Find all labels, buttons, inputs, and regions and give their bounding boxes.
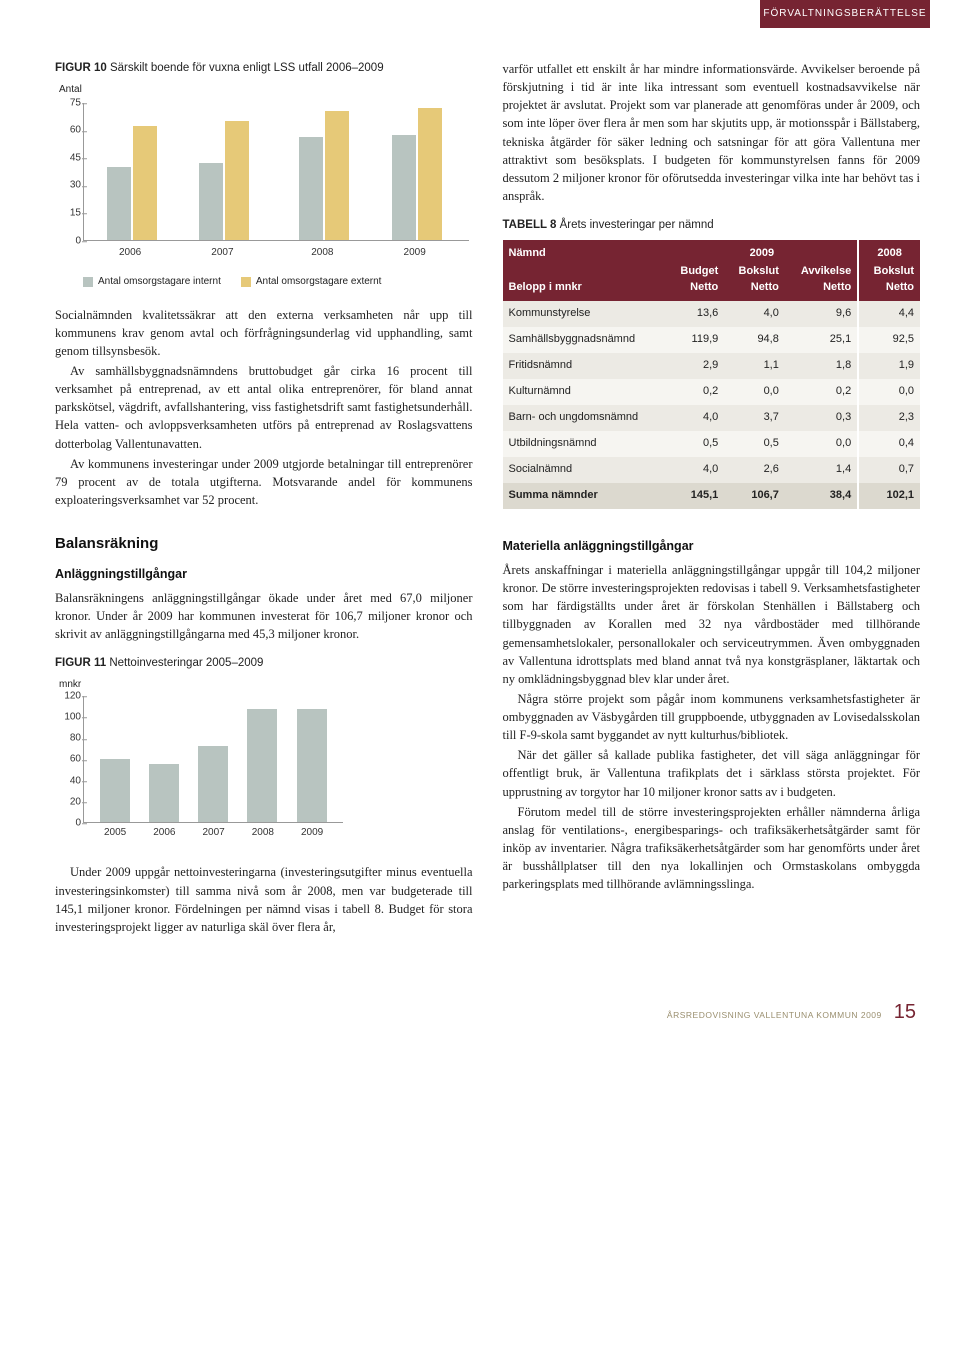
- body-paragraph: Av samhällsbyggnadsnämndens bruttobudget…: [55, 362, 473, 453]
- sub-heading: Materiella anläggningstillgångar: [503, 537, 921, 555]
- table-header: AvvikelseNetto: [785, 264, 858, 302]
- table-header: 2009: [667, 240, 859, 264]
- body-paragraph: När det gäller så kallade publika fastig…: [503, 746, 921, 800]
- table-row: Samhällsbyggnadsnämnd119,994,825,192,5: [503, 327, 921, 353]
- page-header: FÖRVALTNINGSBERÄTTELSE: [0, 0, 960, 50]
- figure-10-title: FIGUR 10 Särskilt boende för vuxna enlig…: [55, 60, 473, 77]
- body-paragraph: Balansräkningens anläggningstillgångar ö…: [55, 589, 473, 643]
- figure-11-yaxis-label: mnkr: [59, 678, 473, 693]
- table-row: Utbildningsnämnd0,50,50,00,4: [503, 431, 921, 457]
- table-row: Kulturnämnd0,20,00,20,0: [503, 379, 921, 405]
- table-row: Kommunstyrelse13,64,09,64,4: [503, 301, 921, 327]
- legend-item: Antal omsorgstagare externt: [256, 276, 382, 287]
- page-footer: ÅRSREDOVISNING VALLENTUNA KOMMUN 2009 15: [55, 998, 920, 1027]
- figure-10-yaxis-label: Antal: [59, 83, 473, 98]
- figure-10-chart: 2006200720082009 01530456075: [55, 99, 473, 269]
- left-column: FIGUR 10 Särskilt boende för vuxna enlig…: [55, 60, 473, 938]
- table-8-title: TABELL 8 Årets investeringar per nämnd: [503, 217, 921, 234]
- table-row: Barn- och ungdomsnämnd4,03,70,32,3: [503, 405, 921, 431]
- table-header: Belopp i mnkr: [503, 264, 667, 302]
- body-paragraph: Årets anskaffningar i materiella anläggn…: [503, 561, 921, 688]
- page-body: FIGUR 10 Särskilt boende för vuxna enlig…: [0, 50, 960, 1067]
- figure-11-chart: 20052006200720082009 020406080100120: [55, 692, 347, 847]
- figure-11-title: FIGUR 11 Nettoinvesteringar 2005–2009: [55, 655, 473, 672]
- body-paragraph: Några större projekt som pågår inom komm…: [503, 690, 921, 744]
- section-tab: FÖRVALTNINGSBERÄTTELSE: [760, 0, 930, 28]
- table-row: Fritidsnämnd2,91,11,81,9: [503, 353, 921, 379]
- body-paragraph: Av kommunens investeringar under 2009 ut…: [55, 455, 473, 509]
- body-paragraph: Förutom medel till de större investering…: [503, 803, 921, 894]
- figure-10-legend: Antal omsorgstagare internt Antal omsorg…: [83, 275, 473, 290]
- body-paragraph: Socialnämnden kvalitetssäkrar att den ex…: [55, 306, 473, 360]
- table-header: BudgetNetto: [667, 264, 725, 302]
- table-8: Nämnd 2009 2008 Belopp i mnkr BudgetNett…: [503, 240, 921, 509]
- right-column: varför utfallet ett enskilt år har mindr…: [503, 60, 921, 938]
- table-header: Nämnd: [503, 240, 667, 264]
- section-heading: Balansräkning: [55, 533, 473, 555]
- legend-item: Antal omsorgstagare internt: [98, 276, 221, 287]
- table-sum-row: Summa nämnder145,1106,738,4102,1: [503, 483, 921, 509]
- table-header: BokslutNetto: [858, 264, 920, 302]
- footer-text: ÅRSREDOVISNING VALLENTUNA KOMMUN 2009: [667, 1009, 882, 1021]
- sub-heading: Anläggningstillgångar: [55, 565, 473, 583]
- table-header: 2008: [858, 240, 920, 264]
- body-paragraph: Under 2009 uppgår nettoinvesteringarna (…: [55, 863, 473, 936]
- page-number: 15: [894, 998, 916, 1027]
- table-row: Socialnämnd4,02,61,40,7: [503, 457, 921, 483]
- table-header: BokslutNetto: [724, 264, 785, 302]
- body-paragraph: varför utfallet ett enskilt år har mindr…: [503, 60, 921, 205]
